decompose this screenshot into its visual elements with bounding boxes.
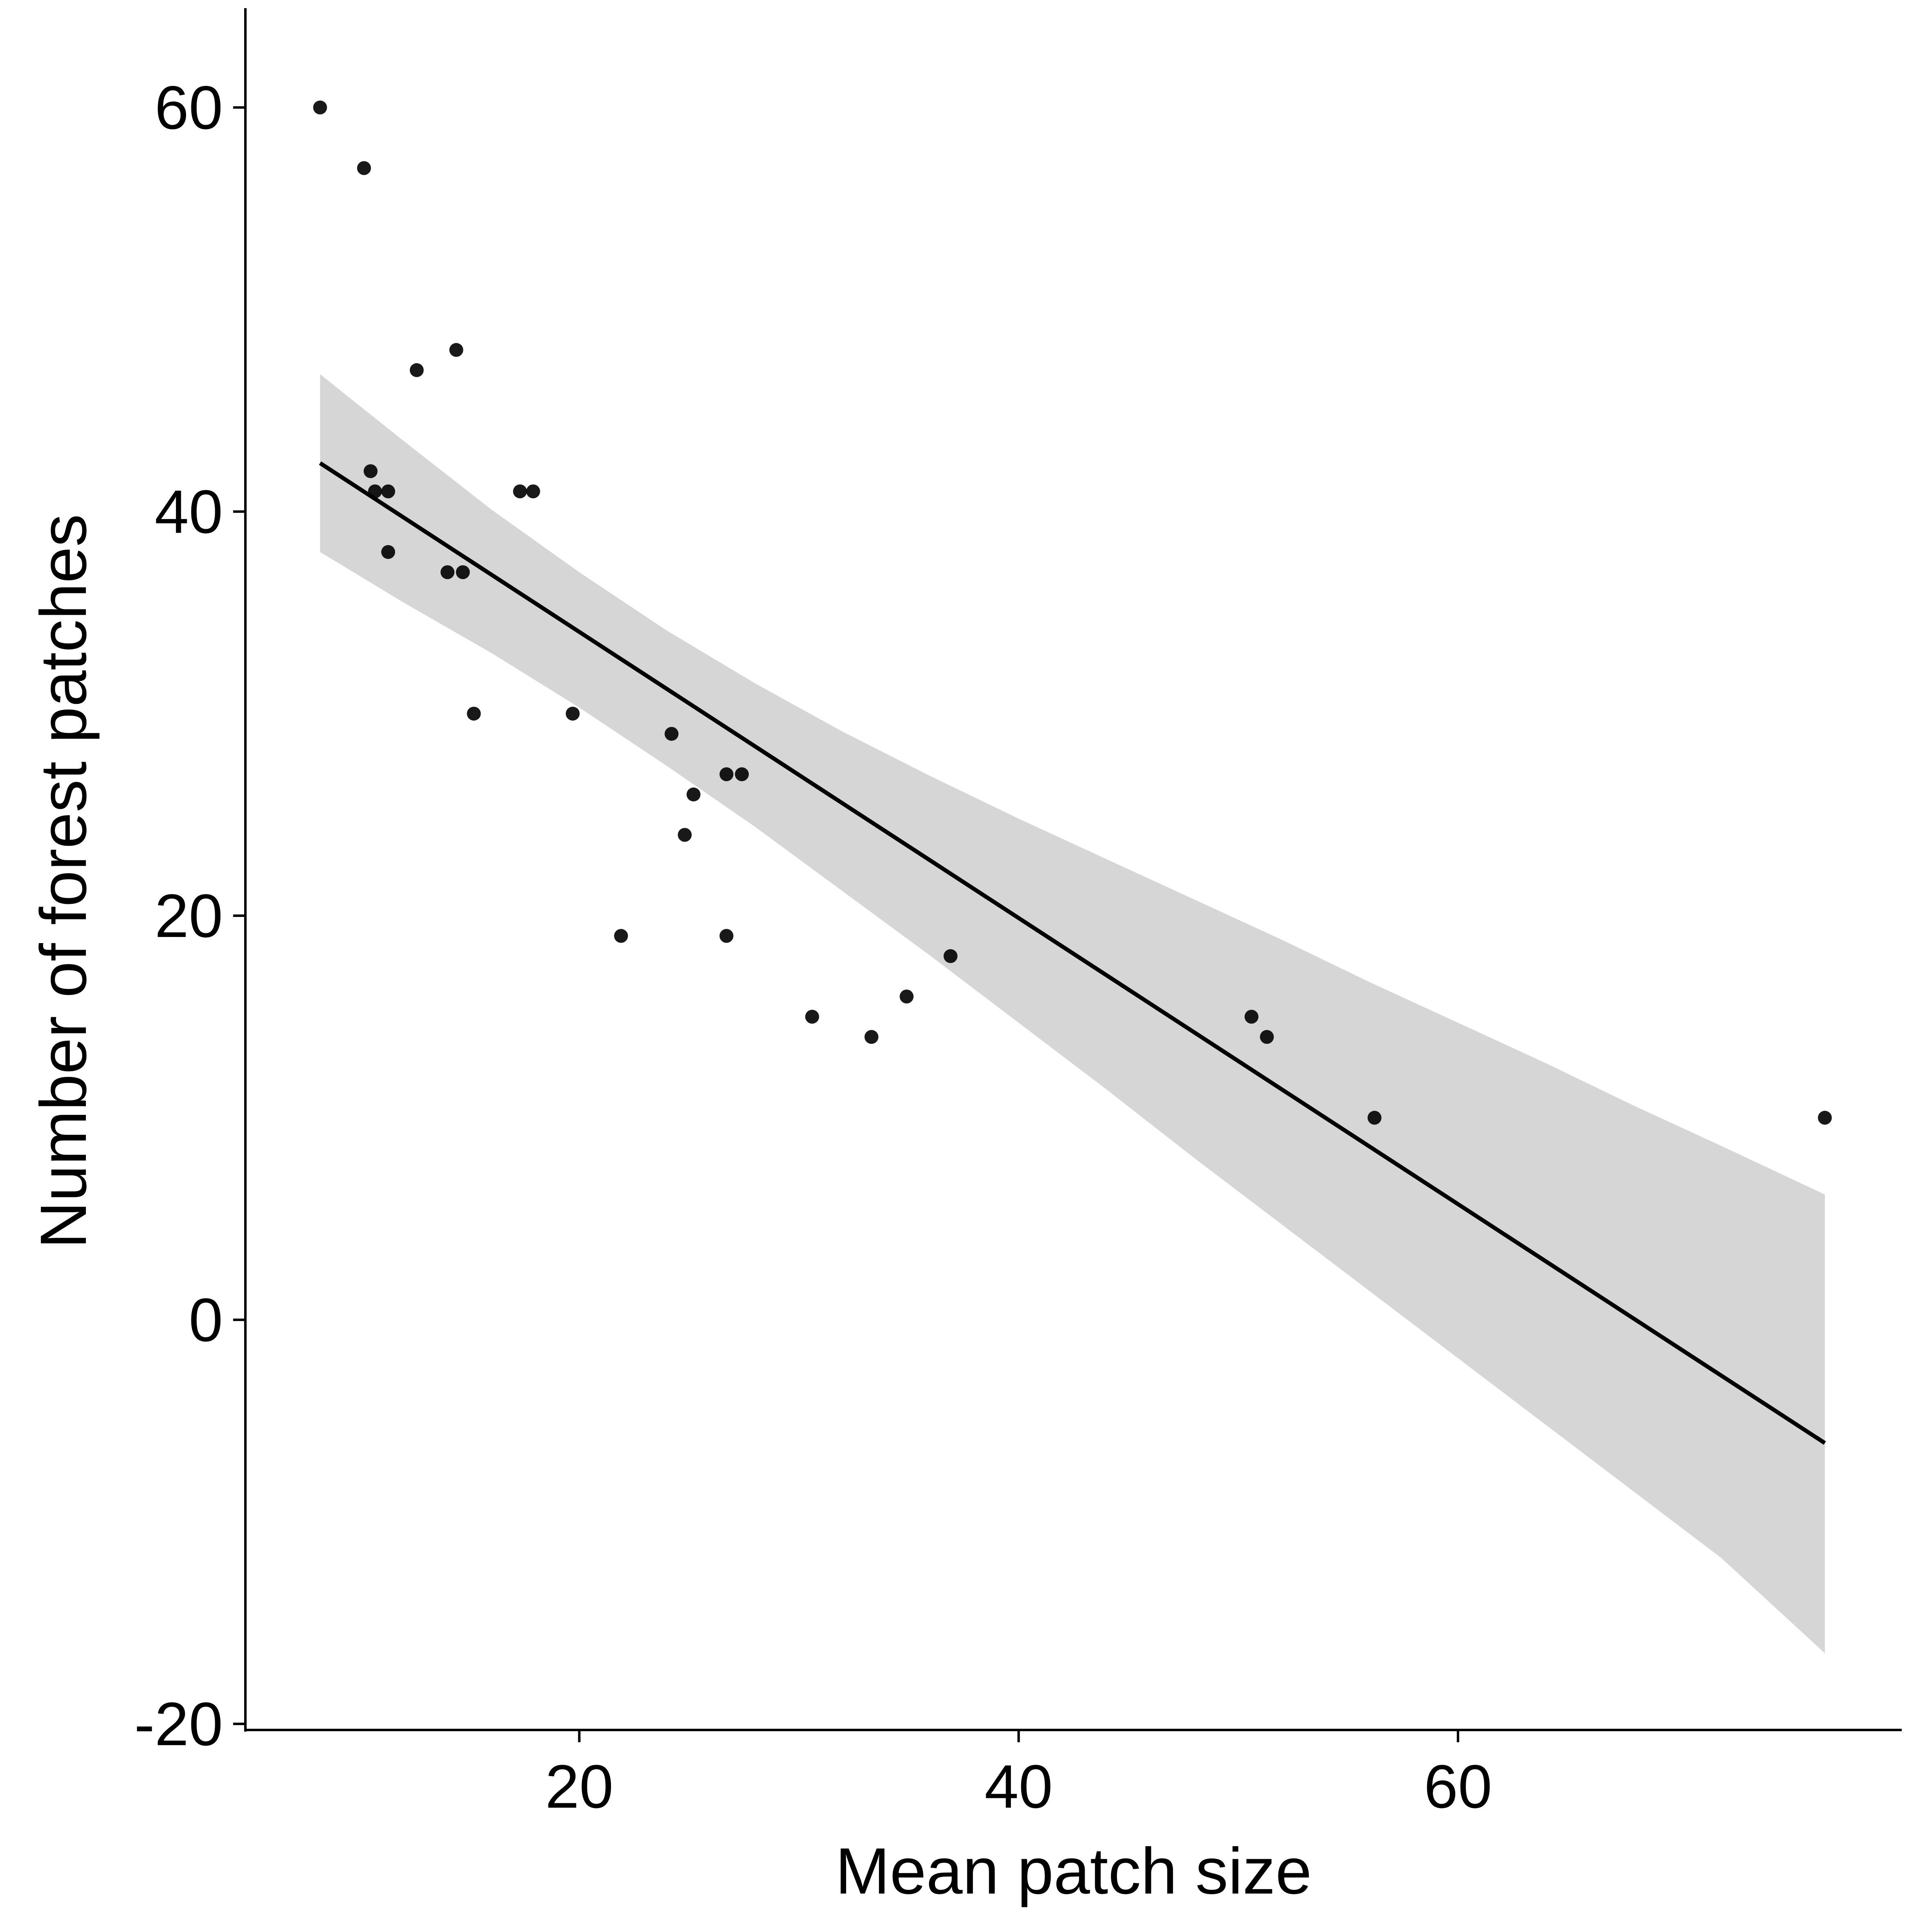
data-point xyxy=(364,464,378,479)
data-point xyxy=(864,1030,878,1044)
data-point xyxy=(381,484,395,499)
data-point xyxy=(719,929,734,943)
fit-line-layer xyxy=(319,461,1826,1445)
data-point xyxy=(409,363,424,377)
y-tick-label: 60 xyxy=(155,73,223,142)
data-point xyxy=(719,767,734,782)
data-point xyxy=(357,161,371,175)
points-layer xyxy=(313,100,1832,1125)
data-point xyxy=(1260,1030,1274,1044)
data-point xyxy=(440,565,455,580)
data-point xyxy=(944,949,958,963)
data-point xyxy=(686,787,701,802)
y-tick-label: 40 xyxy=(155,477,223,546)
data-point xyxy=(614,929,628,943)
data-point xyxy=(313,100,327,115)
x-axis-title: Mean patch size xyxy=(835,1834,1312,1907)
data-point xyxy=(1245,1010,1259,1024)
data-point xyxy=(456,565,470,580)
data-point xyxy=(513,484,527,499)
y-tick-label: 0 xyxy=(189,1285,223,1354)
data-point xyxy=(381,545,395,559)
data-point xyxy=(899,989,914,1004)
x-tick-label: 20 xyxy=(545,1752,613,1821)
axes-layer xyxy=(244,8,1902,1732)
x-tick-label: 60 xyxy=(1424,1752,1492,1821)
data-point xyxy=(1818,1111,1832,1125)
data-point xyxy=(665,727,679,741)
data-point xyxy=(566,706,580,721)
data-point xyxy=(467,706,481,721)
ticks-layer: -20 0 20 40 60 20 40 60 xyxy=(134,73,1492,1821)
data-point xyxy=(735,767,749,782)
confidence-band xyxy=(320,374,1825,1653)
data-point xyxy=(678,828,692,842)
data-point xyxy=(1367,1111,1382,1125)
y-axis-title: Number of forest patches xyxy=(27,514,100,1249)
y-tick-label: 20 xyxy=(155,881,223,950)
y-tick-label: -20 xyxy=(134,1689,223,1758)
confidence-band-layer xyxy=(320,374,1825,1653)
data-point xyxy=(526,484,540,499)
data-point xyxy=(449,343,463,357)
regression-line xyxy=(319,461,1826,1445)
data-point xyxy=(805,1010,819,1024)
x-tick-label: 40 xyxy=(984,1752,1053,1821)
data-point xyxy=(368,484,382,499)
